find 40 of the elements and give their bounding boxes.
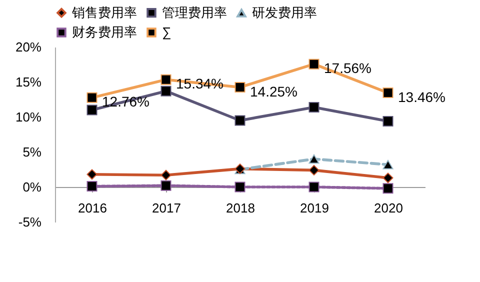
point xyxy=(86,181,98,192)
point xyxy=(308,102,320,112)
point xyxy=(308,164,320,176)
y-tick-label: 0% xyxy=(22,180,42,194)
point xyxy=(160,180,172,191)
legend-label: 销售费用率 xyxy=(71,4,137,20)
y-tick-label: -5% xyxy=(18,214,42,230)
y-tick-label: 20% xyxy=(15,40,42,54)
x-tick-label: 2017 xyxy=(152,200,181,216)
x-tick-label: 2018 xyxy=(226,200,255,216)
point xyxy=(160,86,172,96)
x-tick-label: 2020 xyxy=(374,200,403,216)
point xyxy=(382,116,394,126)
point xyxy=(160,74,172,85)
point xyxy=(86,169,98,180)
legend-label: 管理费用率 xyxy=(162,4,227,20)
point xyxy=(234,82,246,92)
point xyxy=(382,160,394,170)
point xyxy=(160,170,172,180)
y-tick-label: 15% xyxy=(15,74,42,90)
point xyxy=(86,92,98,103)
y-tick-label: 10% xyxy=(15,110,42,124)
legend-label: 研发费用率 xyxy=(252,5,317,20)
legend-label: 财务费用率 xyxy=(72,24,137,40)
point xyxy=(234,182,246,192)
y-tick-label: 5% xyxy=(22,144,42,160)
legend-label: ∑ xyxy=(162,24,172,40)
point xyxy=(308,58,320,70)
point xyxy=(234,115,246,126)
x-tick-label: 2019 xyxy=(300,200,329,216)
x-tick-label: 2016 xyxy=(78,200,107,216)
data-label: 17.56% xyxy=(324,60,372,76)
point xyxy=(308,182,320,192)
data-label: 13.46% xyxy=(398,88,446,105)
point xyxy=(308,154,320,164)
point xyxy=(382,183,394,194)
point xyxy=(86,104,98,116)
point xyxy=(382,172,394,184)
point xyxy=(382,88,394,98)
data-label: 14.25% xyxy=(250,83,298,100)
